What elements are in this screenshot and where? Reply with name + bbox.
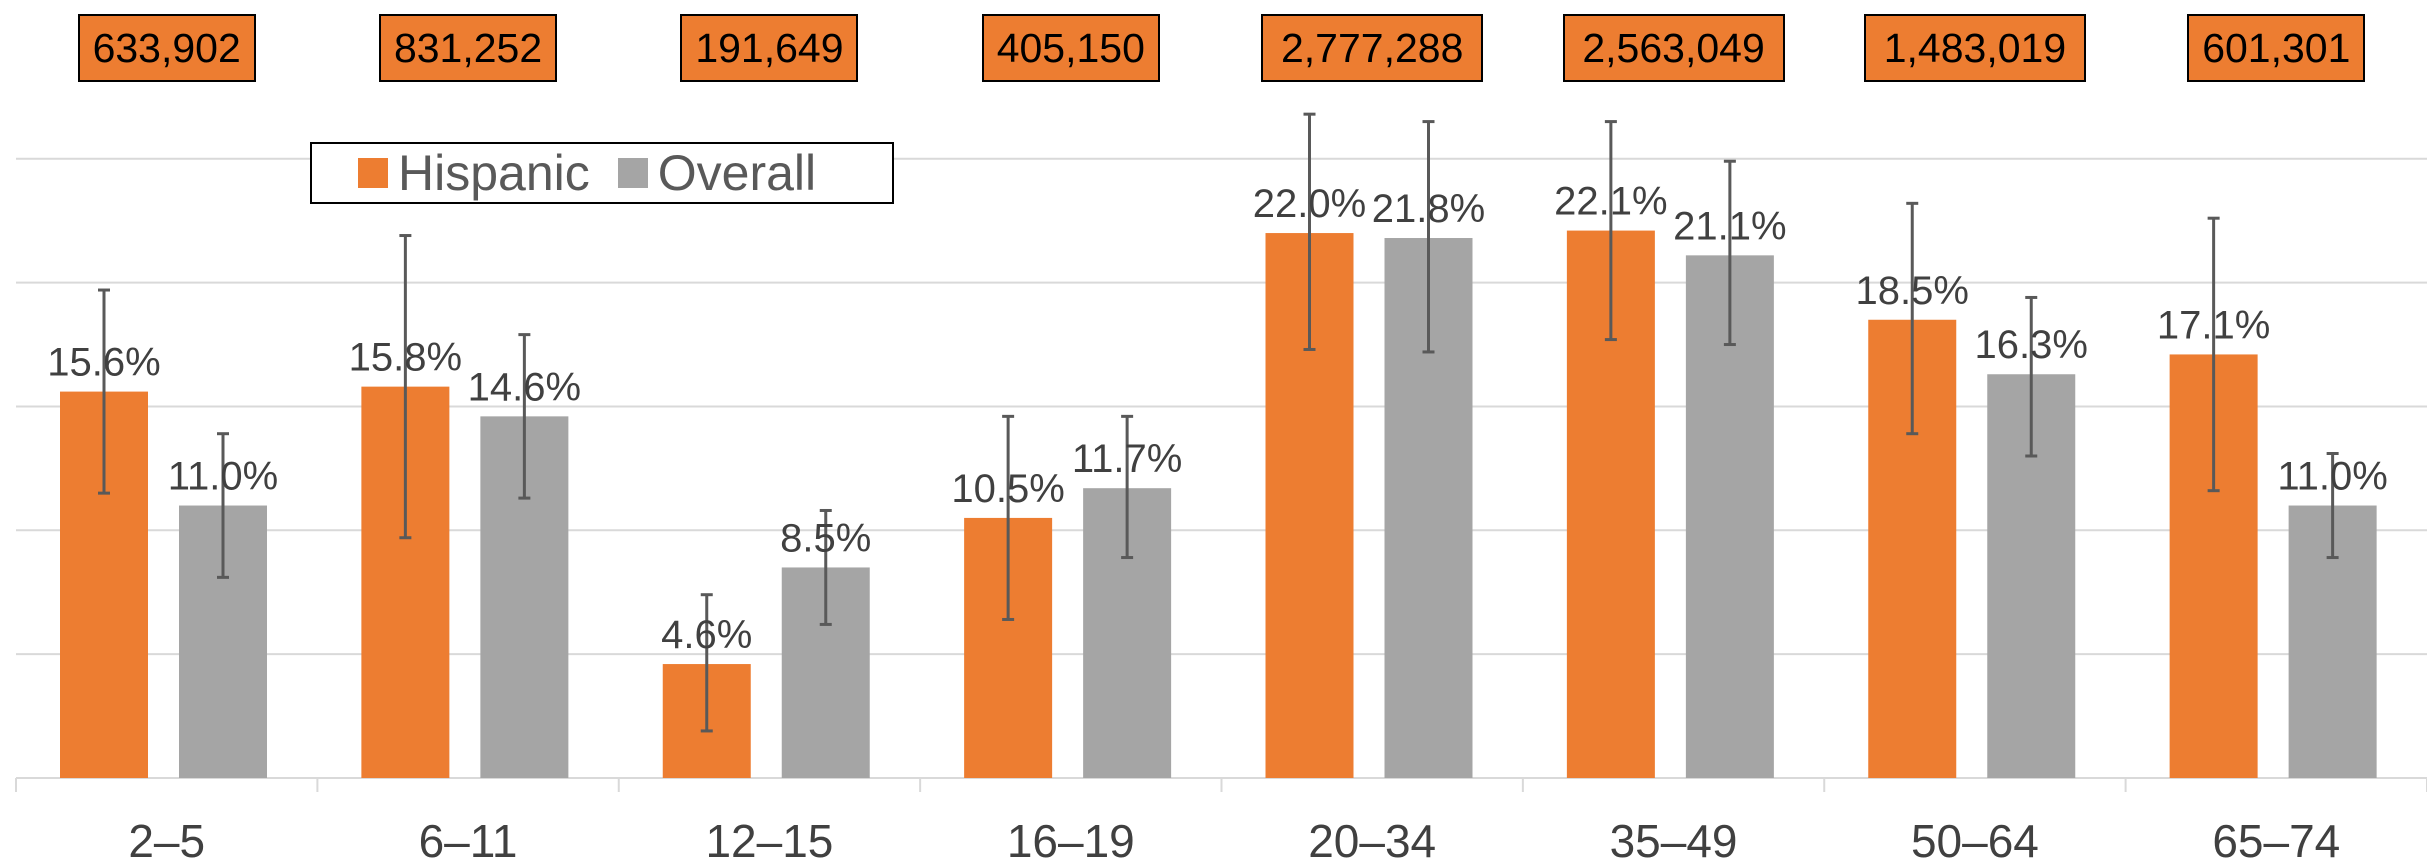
legend-item-hispanic: Hispanic bbox=[358, 144, 590, 202]
legend-label-overall: Overall bbox=[657, 145, 817, 201]
x-tick-label: 12–15 bbox=[705, 815, 833, 860]
x-tick-label: 2–5 bbox=[128, 815, 205, 860]
legend-swatch-hispanic bbox=[358, 158, 388, 188]
data-label-hispanic: 15.8% bbox=[349, 336, 462, 380]
data-label-overall: 16.3% bbox=[1975, 323, 2088, 367]
x-tick-label: 35–49 bbox=[1610, 815, 1738, 860]
x-tick-label: 16–19 bbox=[1007, 815, 1135, 860]
data-label-hispanic: 17.1% bbox=[2157, 303, 2270, 347]
data-label-overall: 21.1% bbox=[1673, 204, 1786, 248]
x-tick-label: 50–64 bbox=[1911, 815, 2039, 860]
data-label-hispanic: 4.6% bbox=[661, 613, 752, 657]
data-label-hispanic: 22.1% bbox=[1554, 180, 1667, 224]
sample-count-box: 633,902 bbox=[77, 14, 256, 82]
data-label-hispanic: 15.6% bbox=[47, 341, 160, 385]
data-label-overall: 8.5% bbox=[780, 516, 871, 560]
sample-count-box: 405,150 bbox=[981, 14, 1160, 82]
legend-swatch-overall bbox=[617, 158, 648, 188]
legend-item-overall: Overall bbox=[617, 144, 817, 202]
sample-count-box: 191,649 bbox=[680, 14, 859, 82]
data-label-overall: 11.0% bbox=[2277, 455, 2387, 499]
sample-count-box: 831,252 bbox=[379, 14, 558, 82]
x-tick-label: 20–34 bbox=[1308, 815, 1436, 860]
data-label-overall: 21.8% bbox=[1372, 187, 1485, 231]
sample-count-box: 2,563,049 bbox=[1562, 14, 1785, 82]
legend-label-hispanic: Hispanic bbox=[398, 145, 590, 201]
data-label-hispanic: 22.0% bbox=[1253, 182, 1366, 226]
data-label-hispanic: 10.5% bbox=[951, 467, 1064, 511]
sample-count-box: 1,483,019 bbox=[1863, 14, 2086, 82]
sample-count-box: 2,777,288 bbox=[1261, 14, 1484, 82]
data-label-overall: 11.7% bbox=[1072, 437, 1182, 481]
data-label-overall: 14.6% bbox=[468, 365, 581, 409]
x-tick-label: 65–74 bbox=[2212, 815, 2340, 860]
sample-count-box: 601,301 bbox=[2187, 14, 2366, 82]
data-label-overall: 11.0% bbox=[168, 455, 278, 499]
chart-legend: Hispanic Overall bbox=[310, 142, 894, 204]
x-tick-label: 6–11 bbox=[419, 815, 518, 860]
data-label-hispanic: 18.5% bbox=[1856, 269, 1969, 313]
